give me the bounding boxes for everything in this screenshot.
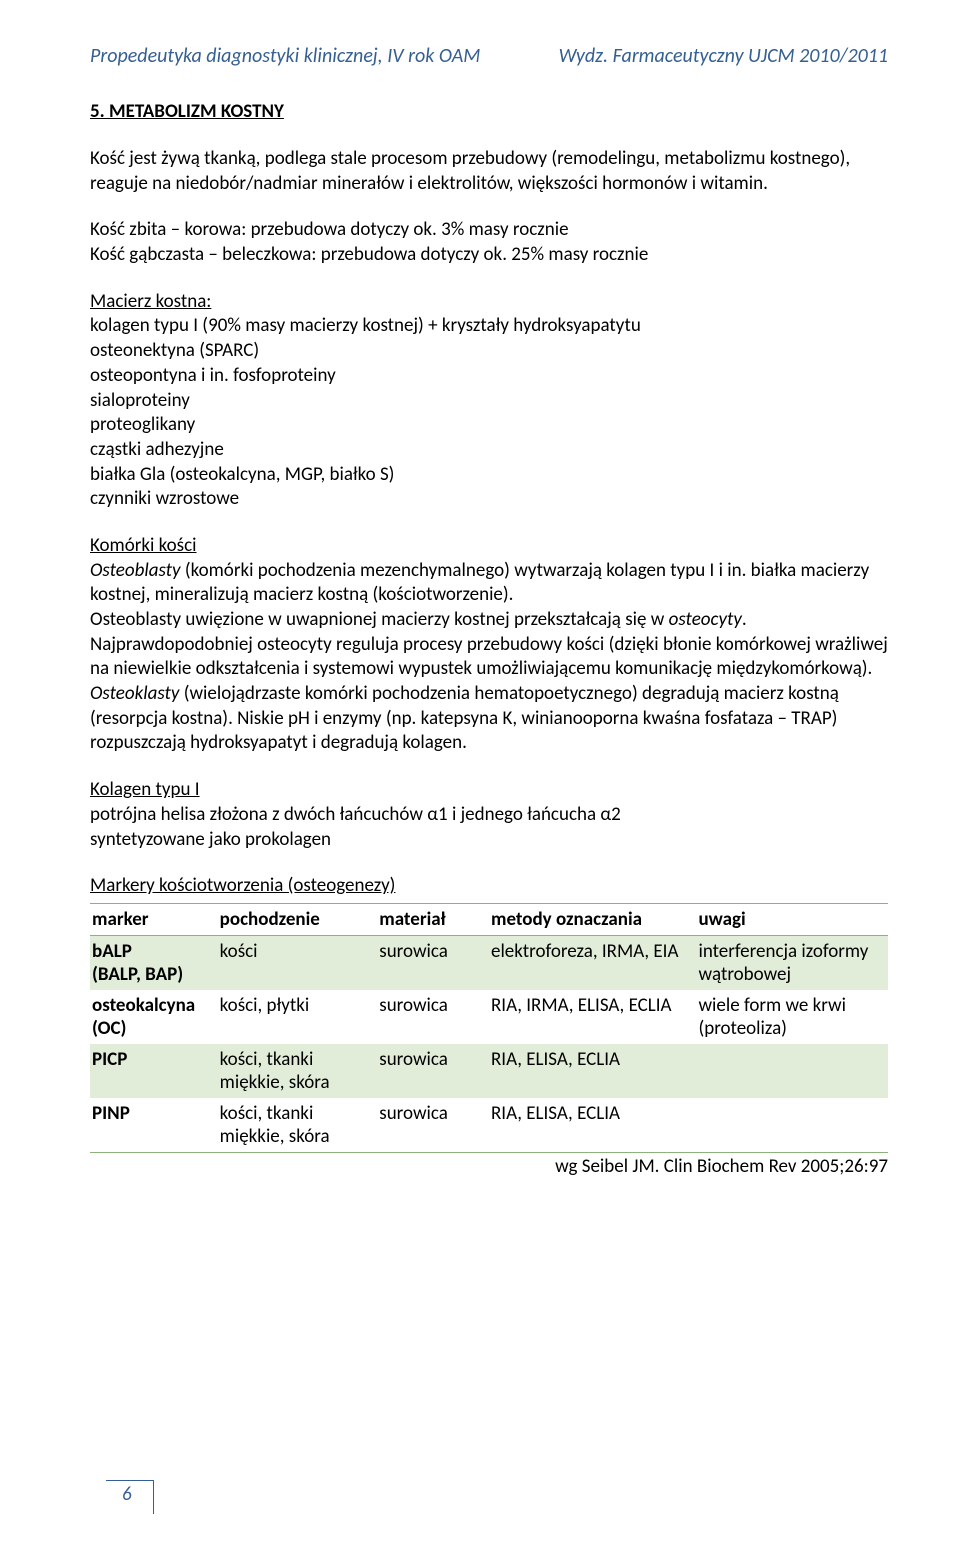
komorki-block: Komórki kości Osteoblasty (komórki pocho… (90, 534, 888, 756)
bone-types: Kość zbita – korowa: przebudowa dotyczy … (90, 218, 888, 267)
table-cell: surowica (377, 1044, 489, 1098)
table-cell: PINP (90, 1098, 218, 1153)
table-cell: wiele form we krwi (proteoliza) (696, 990, 888, 1044)
table-citation: wg Seibel JM. Clin Biochem Rev 2005;26:9… (90, 1155, 888, 1178)
osteocyty-a: Osteoblasty uwięzione w uwapnionej macie… (90, 608, 669, 631)
macierz-item: czynniki wzrostowe (90, 487, 888, 512)
macierz-item: kolagen typu I (90% masy macierzy kostne… (90, 314, 888, 339)
table-header-cell: pochodzenie (218, 903, 378, 935)
table-cell: surowica (377, 990, 489, 1044)
table-cell: PICP (90, 1044, 218, 1098)
kolagen-line2: syntetyzowane jako prokolagen (90, 828, 888, 853)
page-number: 6 (122, 1483, 132, 1506)
table-cell (696, 1044, 888, 1098)
kolagen-block: Kolagen typu I potrójna helisa złożona z… (90, 778, 888, 852)
table-row: osteokalcyna(OC)kości, płytkisurowicaRIA… (90, 990, 888, 1044)
osteoklasty-rest: (wielojądrzaste komórki pochodzenia hema… (90, 682, 839, 754)
table-cell: RIA, ELISA, ECLIA (489, 1098, 696, 1153)
markery-table: markerpochodzeniemateriałmetody oznaczan… (90, 903, 888, 1153)
table-header-cell: metody oznaczania (489, 903, 696, 935)
table-cell: kości, płytki (218, 990, 378, 1044)
macierz-heading: Macierz kostna: (90, 290, 888, 315)
table-cell: surowica (377, 935, 489, 990)
markery-heading: Markery kościotworzenia (osteogenezy) (90, 874, 888, 899)
kosc-gabczasta: Kość gąbczasta – beleczkowa: przebudowa … (90, 243, 888, 268)
osteoblasty-rest: (komórki pochodzenia mezenchymalnego) wy… (90, 559, 869, 607)
table-header-cell: uwagi (696, 903, 888, 935)
markery-block: Markery kościotworzenia (osteogenezy) ma… (90, 874, 888, 1178)
table-header-cell: marker (90, 903, 218, 935)
table-cell: osteokalcyna(OC) (90, 990, 218, 1044)
table-cell: surowica (377, 1098, 489, 1153)
macierz-item: sialoproteiny (90, 389, 888, 414)
osteoblasty-label: Osteoblasty (90, 559, 181, 582)
komorki-heading: Komórki kości (90, 534, 888, 559)
kosc-zbita: Kość zbita – korowa: przebudowa dotyczy … (90, 218, 888, 243)
table-row: PINPkości, tkanki miękkie, skórasurowica… (90, 1098, 888, 1153)
table-cell: RIA, ELISA, ECLIA (489, 1044, 696, 1098)
osteocyty-line: Osteoblasty uwięzione w uwapnionej macie… (90, 608, 888, 633)
kolagen-heading: Kolagen typu I (90, 778, 888, 803)
macierz-item: proteoglikany (90, 413, 888, 438)
table-cell (696, 1098, 888, 1153)
macierz-block: Macierz kostna: kolagen typu I (90% masy… (90, 290, 888, 512)
macierz-item: białka Gla (osteokalcyna, MGP, białko S) (90, 463, 888, 488)
table-row: PICPkości, tkanki miękkie, skórasurowica… (90, 1044, 888, 1098)
table-cell: kości (218, 935, 378, 990)
header-left: Propedeutyka diagnostyki klinicznej, IV … (90, 44, 480, 68)
table-header-cell: materiał (377, 903, 489, 935)
table-cell: elektroforeza, IRMA, EIA (489, 935, 696, 990)
intro-paragraph: Kość jest żywą tkanką, podlega stale pro… (90, 147, 888, 196)
macierz-item: osteopontyna i in. fosfoproteiny (90, 364, 888, 389)
osteocyty-c: . (742, 608, 747, 631)
page-header: Propedeutyka diagnostyki klinicznej, IV … (90, 44, 888, 68)
table-header-row: markerpochodzeniemateriałmetody oznaczan… (90, 903, 888, 935)
table-row: bALP(BALP, BAP)kościsurowicaelektroforez… (90, 935, 888, 990)
kolagen-line1: potrójna helisa złożona z dwóch łańcuchó… (90, 803, 888, 828)
osteocyty-b: osteocyty (669, 608, 742, 631)
macierz-item: osteonektyna (SPARC) (90, 339, 888, 364)
table-cell: kości, tkanki miękkie, skóra (218, 1098, 378, 1153)
osteoklasty-label: Osteoklasty (90, 682, 179, 705)
macierz-item: cząstki adhezyjne (90, 438, 888, 463)
header-right: Wydz. Farmaceutyczny UJCM 2010/2011 (559, 44, 888, 68)
table-cell: kości, tkanki miękkie, skóra (218, 1044, 378, 1098)
table-cell: bALP(BALP, BAP) (90, 935, 218, 990)
section-title: 5. METABOLIZM KOSTNY (90, 100, 888, 123)
osteoblasty-line: Osteoblasty (komórki pochodzenia mezench… (90, 559, 888, 608)
osteocyty-desc: Najprawdopodobniej osteocyty reguluja pr… (90, 633, 888, 682)
table-cell: interferencja izoformy wątrobowej (696, 935, 888, 990)
osteoklasty-line: Osteoklasty (wielojądrzaste komórki poch… (90, 682, 888, 756)
table-cell: RIA, IRMA, ELISA, ECLIA (489, 990, 696, 1044)
